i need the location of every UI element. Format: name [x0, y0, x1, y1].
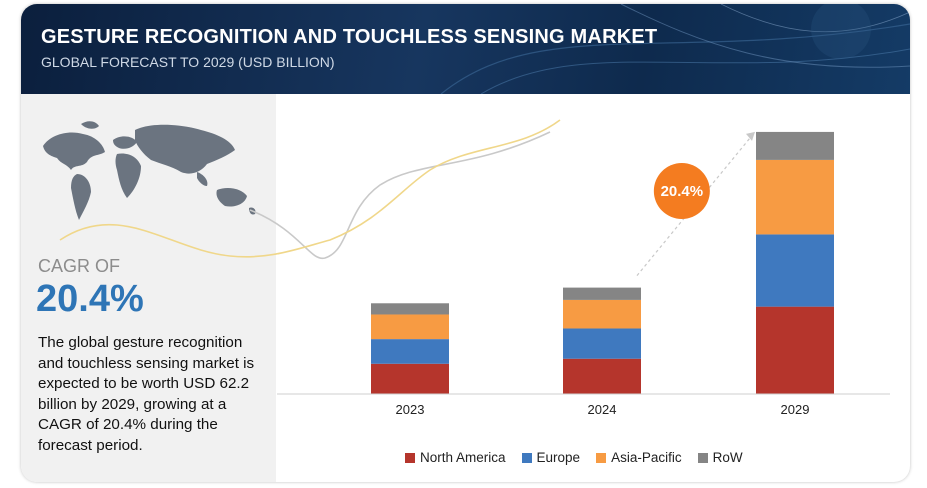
legend-label: Europe: [536, 450, 581, 465]
legend-item-europe: Europe: [521, 450, 581, 465]
cagr-value: 20.4%: [36, 278, 144, 320]
bar-segment-asia-pacific-2024: [563, 299, 641, 329]
page-title: GESTURE RECOGNITION AND TOUCHLESS SENSIN…: [41, 26, 658, 48]
x-tick-labels: 2023 2024 2029: [396, 402, 810, 417]
cagr-bubble-label: 20.4%: [661, 183, 704, 200]
legend-swatch: [405, 452, 415, 463]
chart-legend: North America Europe Asia-Pacific RoW: [405, 450, 743, 465]
bar-group: [371, 131, 834, 394]
cagr-label: CAGR OF: [38, 256, 121, 276]
world-map-icon: [43, 121, 256, 220]
cagr-bubble: [653, 163, 710, 220]
bar-segment-europe-2024: [563, 328, 641, 359]
bar-segment-row-2024: [563, 287, 641, 300]
bar-segment-europe-2029: [756, 234, 834, 307]
bar-segment-north-america-2029: [756, 306, 834, 394]
bar-segment-europe-2023: [371, 339, 449, 364]
legend-item-asia-pacific: Asia-Pacific: [596, 450, 682, 465]
legend-item-north-america: North America: [405, 450, 506, 465]
x-tick-label: 2023: [396, 402, 425, 417]
bar-segment-row-2029: [756, 131, 834, 160]
decorative-curve-grey: [249, 131, 551, 260]
growth-arrow-head: [746, 131, 755, 141]
x-tick-label: 2029: [781, 402, 810, 417]
bar-segment-asia-pacific-2023: [371, 314, 449, 340]
header-banner: GESTURE RECOGNITION AND TOUCHLESS SENSIN…: [21, 4, 910, 94]
x-tick-label: 2024: [588, 402, 617, 417]
legend-label: Asia-Pacific: [611, 450, 682, 465]
banner-decoration: [440, 4, 910, 94]
decorative-curve-yellow: [59, 119, 561, 258]
bar-segment-north-america-2024: [563, 358, 641, 394]
bar-segment-row-2023: [371, 303, 449, 315]
legend-item-row: RoW: [697, 450, 743, 465]
legend-swatch: [697, 452, 708, 463]
bar-segment-north-america-2023: [371, 363, 449, 394]
legend-label: RoW: [712, 450, 743, 465]
legend-swatch: [521, 452, 532, 463]
legend-swatch: [596, 452, 607, 463]
summary-panel: CAGR OF 20.4% The global gesture recogni…: [21, 94, 276, 482]
market-description: The global gesture recognition and touch…: [38, 334, 255, 454]
bar-segment-asia-pacific-2029: [756, 159, 834, 235]
page-subtitle: GLOBAL FORECAST TO 2029 (USD BILLION): [41, 54, 335, 70]
legend-label: North America: [420, 450, 506, 465]
